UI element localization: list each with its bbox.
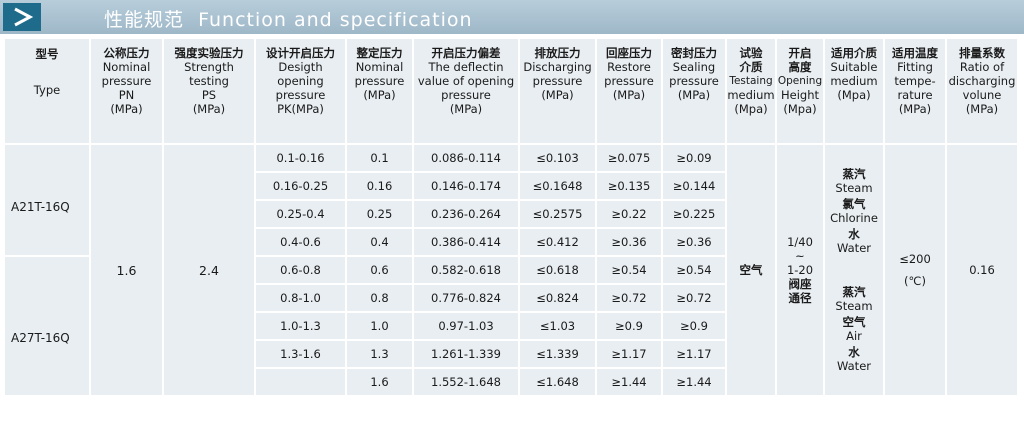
test-medium-value: 空气 [727, 145, 777, 397]
header-set-pressure: 整定压力 Nominal pressure (MPa) [347, 39, 414, 145]
model-a27t: A27T-16Q [5, 257, 91, 397]
sealing-cell: ≥1.17 [663, 341, 727, 369]
restore-cell: ≥1.17 [597, 341, 663, 369]
restore-cell: ≥0.075 [597, 145, 663, 173]
deviation-cell: 0.146-0.174 [414, 173, 520, 201]
discharge-cell: ≤0.2575 [520, 201, 597, 229]
medium-group-a21: 蒸汽 Steam 氯气 Chlorine 水 Water [830, 167, 878, 255]
discharge-cell: ≤0.618 [520, 257, 597, 285]
discharge-cell: ≤0.103 [520, 145, 597, 173]
restore-cell: ≥1.44 [597, 369, 663, 397]
deviation-cell: 1.552-1.648 [414, 369, 520, 397]
header-opening-deviation: 开启压力偏差 The deflectin value of opening pr… [414, 39, 520, 145]
table-row: 0.25-0.4 0.25 0.236-0.264 ≤0.2575 ≥0.22 … [5, 201, 1019, 229]
restore-cell: ≥0.135 [597, 173, 663, 201]
opening-pressure-cell: 1.3-1.6 [256, 341, 347, 369]
header-discharge-ratio: 排量系数 Ratio of discharging volune (MPa) [947, 39, 1019, 145]
deviation-cell: 0.086-0.114 [414, 145, 520, 173]
set-pressure-cell: 1.3 [347, 341, 414, 369]
opening-pressure-cell: 0.16-0.25 [256, 173, 347, 201]
sealing-cell: ≥0.72 [663, 285, 727, 313]
discharge-cell: ≤1.339 [520, 341, 597, 369]
header-fitting-temperature: 适用温度 Fitting tempe- rature (MPa) [885, 39, 947, 145]
discharge-cell: ≤1.648 [520, 369, 597, 397]
sealing-cell: ≥0.9 [663, 313, 727, 341]
deviation-cell: 0.582-0.618 [414, 257, 520, 285]
page-title: 性能规范 Function and specification [104, 5, 473, 32]
title-english: Function and specification [198, 9, 473, 31]
title-banner: 性能规范 Function and specification [0, 0, 1024, 34]
set-pressure-cell: 0.1 [347, 145, 414, 173]
sealing-cell: ≥1.44 [663, 369, 727, 397]
set-pressure-cell: 0.16 [347, 173, 414, 201]
table-row: 0.16-0.25 0.16 0.146-0.174 ≤0.1648 ≥0.13… [5, 173, 1019, 201]
deviation-cell: 0.236-0.264 [414, 201, 520, 229]
opening-pressure-cell: 0.1-0.16 [256, 145, 347, 173]
deviation-cell: 0.386-0.414 [414, 229, 520, 257]
set-pressure-cell: 0.6 [347, 257, 414, 285]
sealing-cell: ≥0.36 [663, 229, 727, 257]
restore-cell: ≥0.9 [597, 313, 663, 341]
opening-pressure-cell: 0.4-0.6 [256, 229, 347, 257]
opening-pressure-cell: 0.8-1.0 [256, 285, 347, 313]
discharge-ratio-value: 0.16 [947, 145, 1019, 397]
opening-pressure-cell: 0.25-0.4 [256, 201, 347, 229]
sealing-cell: ≥0.225 [663, 201, 727, 229]
set-pressure-cell: 1.0 [347, 313, 414, 341]
deviation-cell: 0.97-1.03 [414, 313, 520, 341]
set-pressure-cell: 0.4 [347, 229, 414, 257]
discharge-cell: ≤1.03 [520, 313, 597, 341]
header-opening-height: 开启 高度 Opening Height (Mpa) [777, 39, 825, 145]
suitable-medium-value: 蒸汽 Steam 氯气 Chlorine 水 Water 蒸汽 Steam 空气 Air … [825, 145, 885, 397]
set-pressure-cell: 0.25 [347, 201, 414, 229]
medium-group-a27: 蒸汽 Steam 空气 Air 水 Water [835, 285, 873, 373]
restore-cell: ≥0.54 [597, 257, 663, 285]
discharge-cell: ≤0.1648 [520, 173, 597, 201]
temperature-value: ≤200 (℃) [885, 145, 947, 397]
opening-pressure-cell: 1.0-1.3 [256, 313, 347, 341]
restore-cell: ≥0.36 [597, 229, 663, 257]
table-row: A21T-16Q 1.6 2.4 0.1-0.16 0.1 0.086-0.11… [5, 145, 1019, 397]
header-sealing-pressure: 密封压力 Sealing pressure (MPa) [663, 39, 727, 145]
opening-height-value: 1/40 ~ 1-20 阀座 通径 [777, 145, 825, 397]
spec-table: 型号 Type 公称压力 Nominal pressure PN (MPa) 强… [5, 39, 1019, 397]
deviation-cell: 0.776-0.824 [414, 285, 520, 313]
sealing-cell: ≥0.09 [663, 145, 727, 173]
opening-pressure-cell [256, 369, 347, 397]
title-chinese: 性能规范 [104, 9, 185, 31]
table-row: A27T-16Q 0.6-0.8 0.6 0.582-0.618 ≤0.618 … [5, 257, 1019, 397]
opening-pressure-cell: 0.6-0.8 [256, 257, 347, 285]
table-row: 1.0-1.3 1.0 0.97-1.03 ≤1.03 ≥0.9 ≥0.9 [5, 313, 1019, 341]
table-row: 1.3-1.6 1.3 1.261-1.339 ≤1.339 ≥1.17 ≥1.… [5, 341, 1019, 369]
restore-cell: ≥0.72 [597, 285, 663, 313]
table-row: 0.8-1.0 0.8 0.776-0.824 ≤0.824 ≥0.72 ≥0.… [5, 285, 1019, 313]
model-a21t: A21T-16Q [5, 145, 91, 257]
discharge-cell: ≤0.824 [520, 285, 597, 313]
sealing-cell: ≥0.54 [663, 257, 727, 285]
header-suitable-medium: 适用介质 Suitable medium (Mpa) [825, 39, 885, 145]
set-pressure-cell: 0.8 [347, 285, 414, 313]
header-row: 型号 Type 公称压力 Nominal pressure PN (MPa) 强… [5, 39, 1019, 145]
restore-cell: ≥0.22 [597, 201, 663, 229]
sealing-cell: ≥0.144 [663, 173, 727, 201]
strength-testing-value: 2.4 [164, 145, 256, 397]
header-nominal-pressure: 公称压力 Nominal pressure PN (MPa) [91, 39, 164, 145]
header-test-medium: 试验 介质 Testaing medium (Mpa) [727, 39, 777, 145]
header-type: 型号 Type [5, 39, 91, 145]
set-pressure-cell: 1.6 [347, 369, 414, 397]
header-discharging-pressure: 排放压力 Discharging pressure (MPa) [520, 39, 597, 145]
nominal-pressure-value: 1.6 [91, 145, 164, 397]
deviation-cell: 1.261-1.339 [414, 341, 520, 369]
discharge-cell: ≤0.412 [520, 229, 597, 257]
header-strength-testing: 强度实验压力 Strength testing PS (MPa) [164, 39, 256, 145]
header-design-opening-pressure: 设计开启压力 Desigth opening pressure PK(MPa) [256, 39, 347, 145]
table-row: 0.4-0.6 0.4 0.386-0.414 ≤0.412 ≥0.36 ≥0.… [5, 229, 1019, 257]
header-restore-pressure: 回座压力 Restore pressure (MPa) [597, 39, 663, 145]
table-row: 1.6 1.552-1.648 ≤1.648 ≥1.44 ≥1.44 [5, 369, 1019, 397]
chevron-right-icon [3, 3, 41, 31]
